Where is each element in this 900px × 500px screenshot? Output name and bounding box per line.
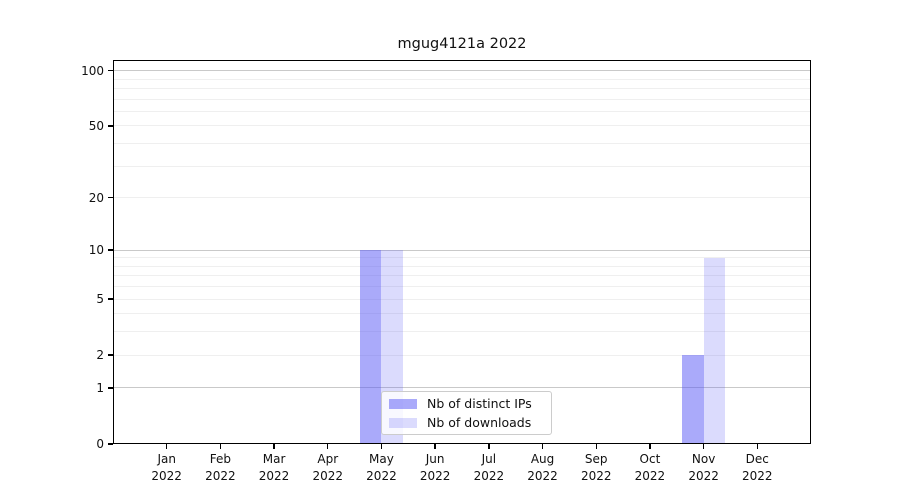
legend: Nb of distinct IPs Nb of downloads: [381, 391, 552, 435]
decade-gridline: [113, 249, 811, 251]
decade-gridline: [113, 387, 811, 389]
minor-gridline: [113, 165, 811, 167]
legend-label-distinct-ips: Nb of distinct IPs: [427, 396, 532, 411]
x-tick-label-sep: Sep 2022: [580, 452, 612, 483]
x-tick-mark: [756, 444, 758, 449]
x-tick-label-oct: Oct 2022: [634, 452, 666, 483]
y-tick-label: 50: [88, 118, 104, 133]
x-tick-mark: [434, 444, 436, 449]
y-tick-mark: [108, 249, 113, 251]
y-tick-label: 2: [96, 348, 104, 363]
x-tick-mark: [649, 444, 651, 449]
y-tick-mark: [108, 70, 113, 72]
legend-swatch-distinct-ips: [389, 398, 417, 409]
major-gridline: [113, 354, 811, 356]
major-gridline: [113, 197, 811, 199]
y-tick-label: 10: [88, 243, 104, 258]
minor-gridline: [113, 110, 811, 112]
x-tick-mark: [702, 444, 705, 449]
x-tick-mark: [219, 444, 222, 449]
minor-gridline: [113, 313, 811, 315]
minor-gridline: [113, 257, 811, 259]
x-tick-mark: [273, 444, 275, 449]
y-tick-mark: [108, 298, 113, 300]
x-tick-mark: [327, 444, 329, 449]
x-tick-label-dec: Dec 2022: [742, 452, 773, 483]
y-tick-label: 0: [96, 437, 104, 451]
y-tick-mark: [108, 125, 113, 127]
minor-gridline: [113, 265, 811, 267]
x-tick-label-may: May 2022: [366, 452, 397, 483]
minor-gridline: [113, 88, 811, 90]
x-tick-label-apr: Apr 2022: [312, 452, 344, 483]
minor-gridline: [113, 331, 811, 333]
decade-gridline: [113, 70, 811, 72]
x-tick-mark: [380, 444, 383, 449]
x-tick-mark: [595, 444, 597, 449]
major-gridline: [113, 125, 811, 127]
y-tick-mark: [108, 354, 113, 356]
x-tick-mark: [488, 444, 490, 449]
y-tick-label: 20: [88, 190, 104, 205]
y-tick-mark: [108, 197, 113, 199]
legend-item-distinct-ips: Nb of distinct IPs: [389, 396, 544, 411]
legend-item-downloads: Nb of downloads: [389, 415, 544, 430]
bar-distinct-ips-nov: [682, 355, 704, 444]
y-tick-label: 100: [81, 63, 104, 78]
x-tick-label-mar: Mar 2022: [258, 452, 290, 483]
y-tick-mark: [108, 387, 113, 389]
x-tick-label-aug: Aug 2022: [527, 452, 558, 483]
x-tick-label-jun: Jun 2022: [419, 452, 451, 483]
y-tick-label: 1: [96, 380, 104, 395]
bar-downloads-nov: [703, 257, 726, 444]
major-gridline: [113, 298, 811, 300]
x-tick-label-nov: Nov 2022: [688, 452, 719, 483]
x-tick-mark: [541, 444, 544, 449]
legend-label-downloads: Nb of downloads: [427, 415, 532, 430]
y-tick-mark: [108, 443, 113, 445]
x-tick-label-jan: Jan 2022: [151, 452, 182, 483]
x-tick-mark: [165, 444, 168, 449]
chart-title: mgug4121a 2022: [397, 36, 527, 52]
legend-swatch-downloads: [389, 417, 417, 428]
minor-gridline: [113, 143, 811, 145]
x-tick-label-feb: Feb 2022: [205, 452, 236, 483]
minor-gridline: [113, 286, 811, 288]
minor-gridline: [113, 78, 811, 80]
minor-gridline: [113, 98, 811, 100]
bar-distinct-ips-may: [359, 250, 382, 444]
x-tick-label-jul: Jul 2022: [473, 452, 505, 483]
minor-gridline: [113, 275, 811, 277]
y-tick-label: 5: [96, 292, 104, 307]
